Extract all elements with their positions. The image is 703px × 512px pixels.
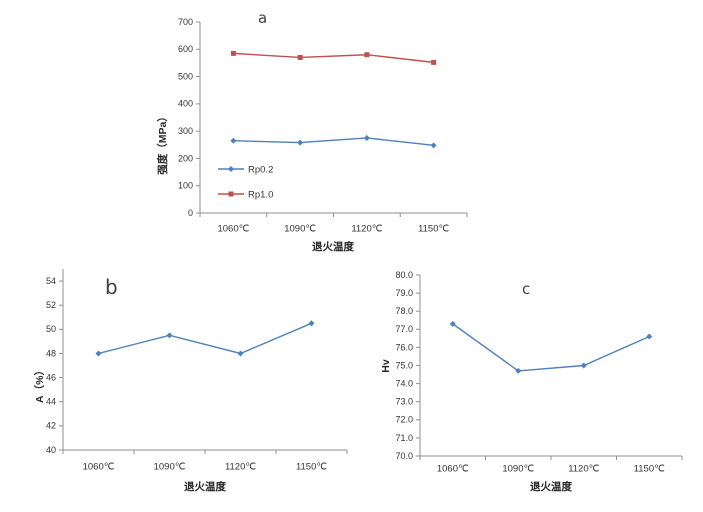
- y-tick-label: 80.0: [395, 270, 413, 280]
- y-tick-label: 42: [46, 421, 56, 431]
- legend-label-Rp0.2: Rp0.2: [248, 164, 273, 175]
- y-tick-label: 54: [46, 276, 56, 286]
- chart-a-y-axis-title: 强度（MPa）: [157, 111, 169, 175]
- data-point-Rp0.2: [297, 139, 304, 146]
- data-point-chart-b-series: [237, 350, 244, 357]
- chart-b-x-axis-title: 退火温度: [184, 481, 226, 493]
- y-tick-label: 500: [178, 71, 193, 81]
- data-point-Rp1.0: [364, 52, 370, 58]
- x-category-label: 1060℃: [437, 463, 469, 474]
- chart-c-y-axis-title: Hv: [380, 359, 392, 373]
- chart-c-x-axis-title: 退火温度: [530, 481, 572, 493]
- y-tick-label: 300: [178, 126, 193, 136]
- series-line-chart-b-series: [98, 322, 312, 355]
- panel-label-c: c: [522, 280, 531, 298]
- data-point-Rp1.0: [431, 59, 437, 65]
- y-tick-label: 100: [178, 181, 193, 191]
- y-tick-label: 77.0: [395, 324, 413, 334]
- chart-a-x-axis-title: 退火温度: [312, 241, 354, 253]
- y-tick-label: 74.0: [395, 378, 413, 388]
- data-point-chart-b-series: [308, 320, 315, 327]
- y-tick-label: 72.0: [395, 415, 413, 425]
- data-point-chart-b-series: [166, 332, 173, 339]
- y-tick-label: 0: [188, 208, 193, 218]
- y-tick-label: 44: [46, 397, 56, 407]
- y-tick-label: 46: [46, 372, 56, 382]
- data-point-chart-b-series: [95, 350, 102, 357]
- y-tick-label: 600: [178, 44, 193, 54]
- y-tick-label: 76.0: [395, 342, 413, 352]
- y-tick-label: 400: [178, 99, 193, 109]
- panel-label-b: b: [105, 275, 118, 299]
- x-category-label: 1120℃: [568, 463, 599, 474]
- y-tick-label: 50: [46, 324, 56, 334]
- y-tick-label: 79.0: [395, 288, 413, 298]
- y-tick-label: 200: [178, 153, 193, 163]
- x-category-label: 1090℃: [154, 461, 186, 472]
- x-category-label: 1120℃: [225, 461, 256, 472]
- x-category-label: 1150℃: [296, 461, 327, 472]
- series-line-Rp0.2: [233, 137, 434, 147]
- x-category-label: 1150℃: [418, 223, 449, 234]
- x-category-label: 1150℃: [634, 463, 665, 474]
- x-category-label: 1060℃: [83, 461, 115, 472]
- data-point-Rp0.2: [363, 134, 370, 141]
- data-point-chart-c-series: [449, 320, 456, 327]
- x-category-label: 1060℃: [217, 223, 249, 234]
- panel-label-a: a: [258, 9, 268, 27]
- y-tick-label: 71.0: [395, 433, 413, 443]
- data-point-Rp1.0: [230, 50, 236, 56]
- series-line-chart-c-series: [452, 323, 650, 372]
- x-category-label: 1090℃: [284, 223, 316, 234]
- legend-label-Rp1.0: Rp1.0: [248, 189, 273, 200]
- y-tick-label: 75.0: [395, 360, 413, 370]
- series-line-Rp1.0: [233, 52, 434, 64]
- data-point-Rp0.2: [430, 142, 437, 149]
- y-tick-label: 73.0: [395, 397, 413, 407]
- data-point-chart-c-series: [580, 362, 587, 369]
- y-tick-label: 78.0: [395, 306, 413, 316]
- data-point-chart-c-series: [515, 367, 522, 374]
- legend-marker-Rp1.0: [228, 191, 234, 197]
- data-point-Rp1.0: [297, 54, 303, 60]
- data-point-Rp0.2: [230, 137, 237, 144]
- y-tick-label: 48: [46, 348, 56, 358]
- y-tick-label: 700: [178, 17, 193, 27]
- data-point-chart-c-series: [646, 333, 653, 340]
- y-tick-label: 40: [46, 445, 56, 455]
- y-tick-label: 70.0: [395, 451, 413, 461]
- x-category-label: 1090℃: [502, 463, 534, 474]
- chart-b-y-axis-title: A（%）: [34, 365, 46, 403]
- legend-marker-Rp0.2: [228, 166, 234, 172]
- y-tick-label: 52: [46, 300, 56, 310]
- x-category-label: 1120℃: [351, 223, 382, 234]
